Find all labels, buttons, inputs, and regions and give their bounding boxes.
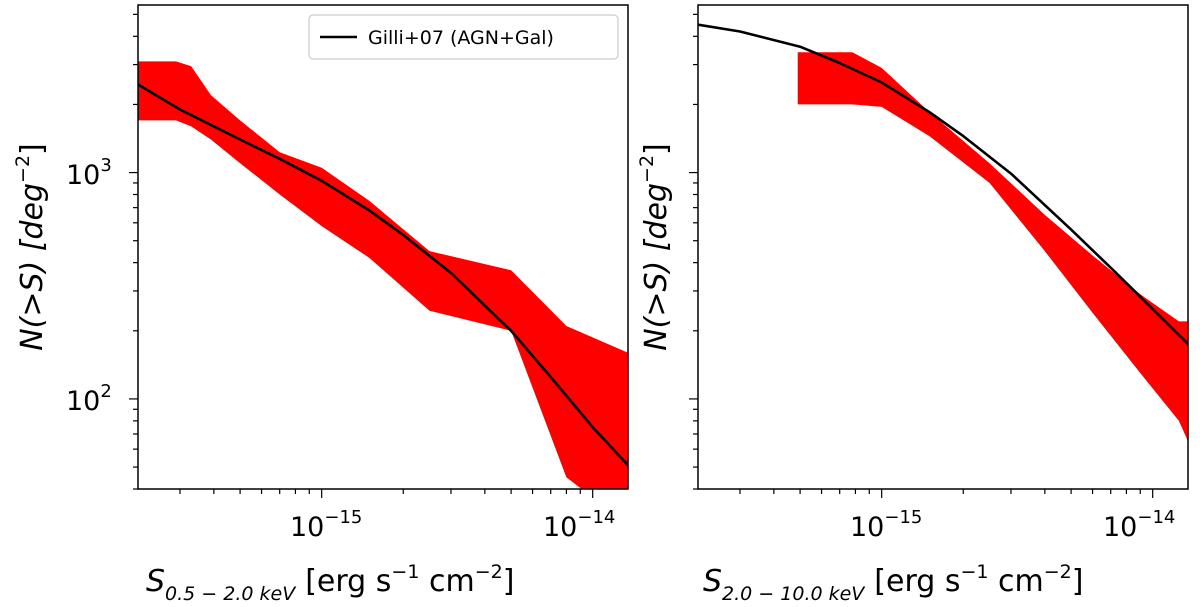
axes-frame-hard <box>697 4 1189 490</box>
legend-label: Gilli+07 (AGN+Gal) <box>368 27 554 49</box>
model-line-gilli07 <box>138 83 628 466</box>
error-band <box>138 61 628 489</box>
y-tick-label-1e2: 102 <box>66 381 112 417</box>
x-tick-label-1e-15: 10−15 <box>290 507 362 543</box>
y-axis-label-soft: N(>S) [deg−2] <box>12 143 50 351</box>
x-tick-label-1e-14: 10−14 <box>1103 507 1175 543</box>
error-band <box>797 52 1188 442</box>
plot-clip-group <box>138 61 628 489</box>
model-line-gilli07 <box>698 23 1188 345</box>
y-axis-label-hard: N(>S) [deg−2] <box>636 143 674 351</box>
legend-box <box>308 14 619 60</box>
plot-area-hard <box>698 23 1188 442</box>
ticks-soft <box>129 13 594 498</box>
x-tick-label-1e-14: 10−14 <box>543 507 615 543</box>
y-tick-label-1e3: 103 <box>66 155 112 191</box>
legend: Gilli+07 (AGN+Gal) <box>308 14 619 60</box>
axes-frame-soft <box>137 4 629 490</box>
x-axis-label-soft: S0.5 − 2.0 keV [erg s−1 cm−2] <box>146 561 514 605</box>
plot-clip-group <box>698 23 1188 442</box>
x-axis-label-hard: S2.0 − 10.0 keV [erg s−1 cm−2] <box>703 561 1084 605</box>
panel-hard-band: 10−15 10−14 S2.0 − 10.0 keV [erg s−1 cm−2… <box>636 4 1189 605</box>
panel-soft-band: 10−15 10−14 103 102 S0.5 − 2.0 keV [erg s… <box>12 4 629 605</box>
plot-area-soft <box>138 61 628 489</box>
x-tick-label-1e-15: 10−15 <box>850 507 922 543</box>
ticks-hard <box>689 13 1154 498</box>
